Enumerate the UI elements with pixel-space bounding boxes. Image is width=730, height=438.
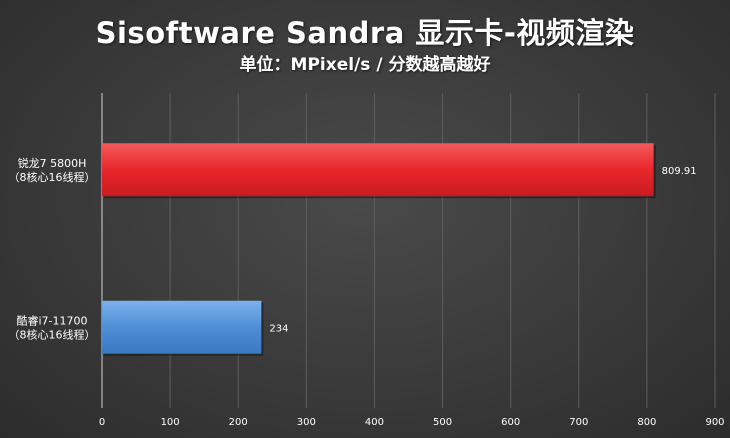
x-tick-label: 0: [99, 417, 105, 428]
bar: [102, 143, 654, 197]
category-label: 锐龙7 5800H: [18, 156, 87, 170]
x-tick-label: 200: [229, 417, 248, 428]
labels: 0 100 200 300 400 500 600 700 800 900 809.91 锐龙7 58…: [9, 156, 725, 428]
category-label: （8核心16线程）: [9, 170, 96, 184]
bar-value-label: 809.91: [662, 166, 697, 177]
x-tick-label: 600: [501, 417, 520, 428]
bars: [102, 143, 656, 356]
x-tick-label: 500: [433, 417, 452, 428]
x-tick-label: 700: [569, 417, 588, 428]
x-tick-label: 900: [705, 417, 724, 428]
category-label: 酷睿i7-11700: [16, 313, 87, 327]
x-tick-label: 800: [637, 417, 656, 428]
x-tick-label: 300: [297, 417, 316, 428]
gridlines: [101, 93, 716, 408]
chart-subtitle: 单位：MPixel/s / 分数越高越好: [239, 55, 491, 75]
bar-value-label: 234: [269, 323, 288, 334]
category-label: （8核心16线程）: [9, 327, 96, 341]
x-tick-label: 100: [161, 417, 180, 428]
x-tick-label: 400: [365, 417, 384, 428]
chart-title: Sisoftware Sandra 显示卡-视频渲染: [95, 16, 635, 50]
bar: [102, 300, 262, 354]
